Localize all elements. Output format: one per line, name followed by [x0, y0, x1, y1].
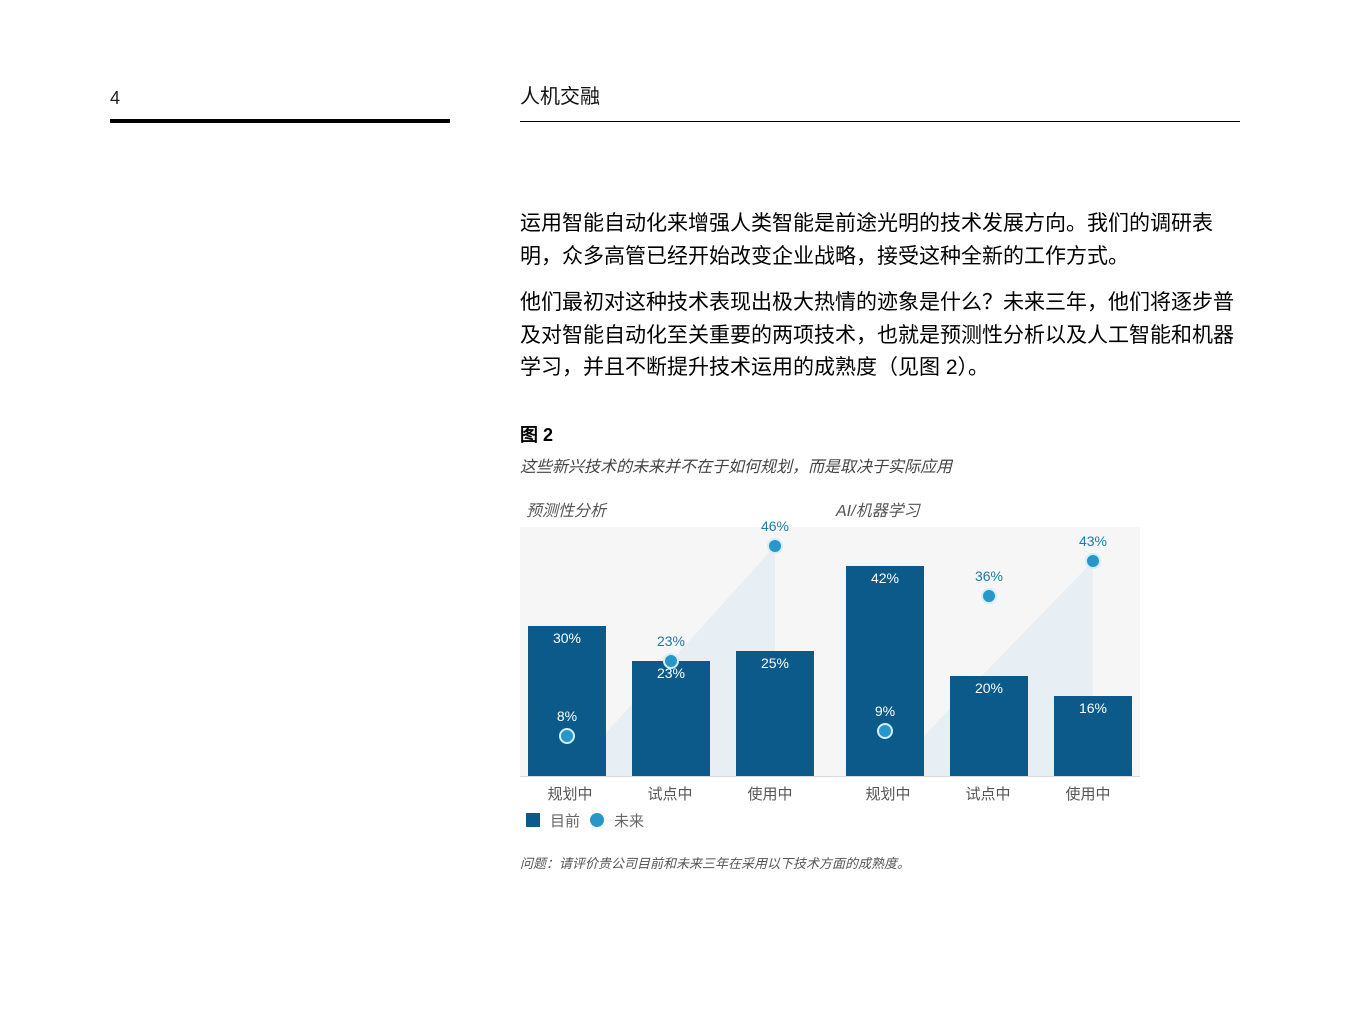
chart-subtitles: 预测性分析 AI/机器学习: [520, 497, 1140, 521]
x-label: 规划中: [520, 783, 620, 804]
paragraph-1: 运用智能自动化来增强人类智能是前途光明的技术发展方向。我们的调研表明，众多高管已…: [520, 208, 1240, 273]
x-label: 试点中: [620, 783, 720, 804]
chart-panel: 30%23%25%8%23%46%: [520, 527, 820, 776]
future-dot-label: 43%: [1079, 533, 1107, 549]
legend-label-future: 未来: [614, 810, 644, 831]
header-rules: [110, 119, 1240, 123]
x-label: 使用中: [720, 783, 820, 804]
page: 4 人机交融 运用智能自动化来增强人类智能是前途光明的技术发展方向。我们的调研表…: [0, 0, 1350, 872]
future-dot: [877, 723, 893, 739]
bar-value-label: 20%: [950, 680, 1028, 696]
legend-swatch-current: [526, 813, 540, 827]
x-label: 规划中: [838, 783, 938, 804]
future-dot: [981, 588, 997, 604]
bar-column: 20%: [950, 676, 1028, 776]
bar-column: 16%: [1054, 696, 1132, 776]
future-dot: [663, 653, 679, 669]
bar-column: 42%: [846, 566, 924, 776]
future-dot-label: 36%: [975, 568, 1003, 584]
legend: 目前 未来: [520, 810, 1140, 831]
bar-value-label: 25%: [736, 655, 814, 671]
future-dot-label: 9%: [875, 703, 895, 719]
x-label: 试点中: [938, 783, 1038, 804]
panel-2-subtitle: AI/机器学习: [830, 497, 1140, 521]
bar-value-label: 42%: [846, 570, 924, 586]
figure-title: 这些新兴技术的未来并不在于如何规划，而是取决于实际应用: [520, 453, 1240, 477]
x-label: 使用中: [1038, 783, 1138, 804]
future-dot-label: 46%: [761, 518, 789, 534]
future-dot-label: 23%: [657, 633, 685, 649]
bar-column: 25%: [736, 651, 814, 776]
legend-swatch-future: [590, 813, 604, 827]
legend-label-current: 目前: [550, 810, 580, 831]
header-row: 4 人机交融: [110, 80, 1240, 109]
bar-value-label: 16%: [1054, 700, 1132, 716]
x-axis-group-1: 规划中 试点中 使用中: [520, 783, 820, 804]
page-number: 4: [110, 88, 450, 109]
bar: [846, 566, 924, 776]
x-axis-group-2: 规划中 试点中 使用中: [838, 783, 1138, 804]
rule-right: [520, 121, 1240, 122]
plot-area: 30%23%25%8%23%46%42%20%16%9%36%43%: [520, 527, 1140, 777]
chart-panel: 42% 20% 16% 9% 36% 43%: [838, 527, 1138, 776]
section-title: 人机交融: [520, 80, 1240, 109]
bar-column: 23%: [632, 661, 710, 776]
bar-value-label: 30%: [528, 630, 606, 646]
future-dot: [1085, 553, 1101, 569]
figure-label: 图 2: [520, 421, 1240, 447]
paragraph-2: 他们最初对这种技术表现出极大热情的迹象是什么？未来三年，他们将逐步普及对智能自动…: [520, 287, 1240, 385]
bar: [528, 626, 606, 776]
body: 运用智能自动化来增强人类智能是前途光明的技术发展方向。我们的调研表明，众多高管已…: [110, 208, 1240, 872]
main-column: 运用智能自动化来增强人类智能是前途光明的技术发展方向。我们的调研表明，众多高管已…: [520, 208, 1240, 872]
future-dot: [767, 538, 783, 554]
future-dot: [559, 728, 575, 744]
chart: 预测性分析 AI/机器学习 30% 23% 25% 8% 23% 46% 42% 20% 16%…: [520, 497, 1140, 831]
figure-footnote: 问题：请评价贵公司目前和未来三年在采用以下技术方面的成熟度。: [520, 853, 1240, 872]
future-dot-label: 8%: [557, 708, 577, 724]
x-axis: 规划中 试点中 使用中 规划中 试点中 使用中: [520, 783, 1140, 804]
left-gutter: [110, 208, 450, 872]
bar-column: 30%: [528, 626, 606, 776]
rule-left: [110, 119, 450, 123]
